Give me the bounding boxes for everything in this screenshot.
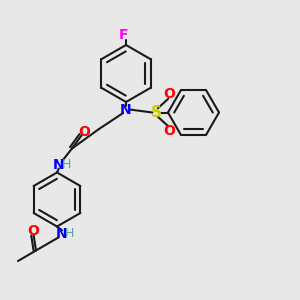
Text: S: S [151, 105, 161, 120]
Text: O: O [27, 224, 39, 238]
Text: F: F [119, 28, 128, 42]
Text: N: N [56, 227, 67, 241]
Text: H: H [65, 227, 74, 241]
Text: O: O [164, 124, 175, 137]
Text: H: H [62, 158, 71, 172]
Text: N: N [120, 103, 132, 116]
Text: O: O [164, 88, 175, 101]
Text: N: N [53, 158, 64, 172]
Text: O: O [78, 125, 90, 139]
